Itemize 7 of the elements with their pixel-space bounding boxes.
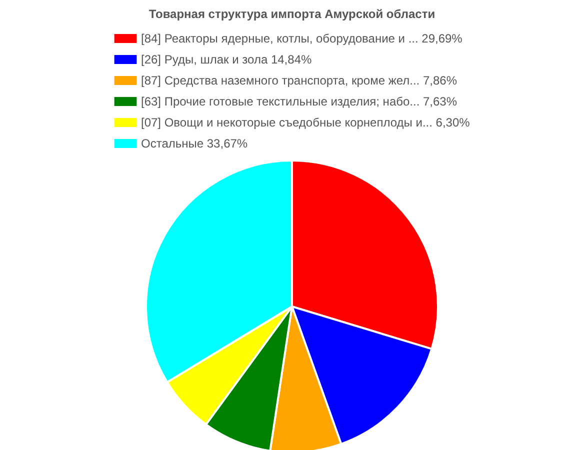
- legend-label: [26] Руды, шлак и зола 14,84%: [141, 52, 312, 66]
- legend-label: [63] Прочие готовые текстильные изделия; набо... 7,63%: [141, 94, 458, 108]
- chart-title: Товарная структура импорта Амурской области: [148, 7, 436, 21]
- legend-label: [84] Реакторы ядерные, котлы, оборудование и ... 29,69%: [141, 32, 463, 46]
- legend-label: [87] Средства наземного транспорта, кроме жел... 7,86%: [141, 74, 458, 88]
- legend-label: Остальные 33,67%: [141, 136, 248, 150]
- legend-label: [07] Овощи и некоторые съедобные корнеплоды и... 6,30%: [141, 116, 470, 130]
